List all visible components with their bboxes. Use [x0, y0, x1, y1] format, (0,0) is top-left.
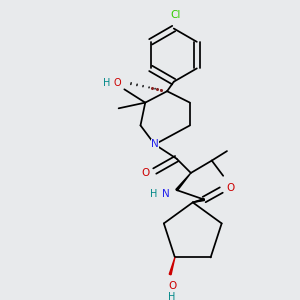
Polygon shape	[169, 257, 175, 275]
Text: N: N	[162, 189, 170, 199]
Text: O: O	[226, 183, 235, 193]
Text: H: H	[150, 189, 158, 199]
Text: H: H	[168, 292, 176, 300]
Text: N: N	[151, 140, 159, 149]
Text: O: O	[114, 78, 122, 88]
Text: O: O	[168, 281, 176, 291]
Text: Cl: Cl	[170, 10, 181, 20]
Polygon shape	[176, 173, 191, 191]
Text: O: O	[141, 168, 149, 178]
Polygon shape	[193, 199, 204, 203]
Text: H: H	[103, 78, 110, 88]
